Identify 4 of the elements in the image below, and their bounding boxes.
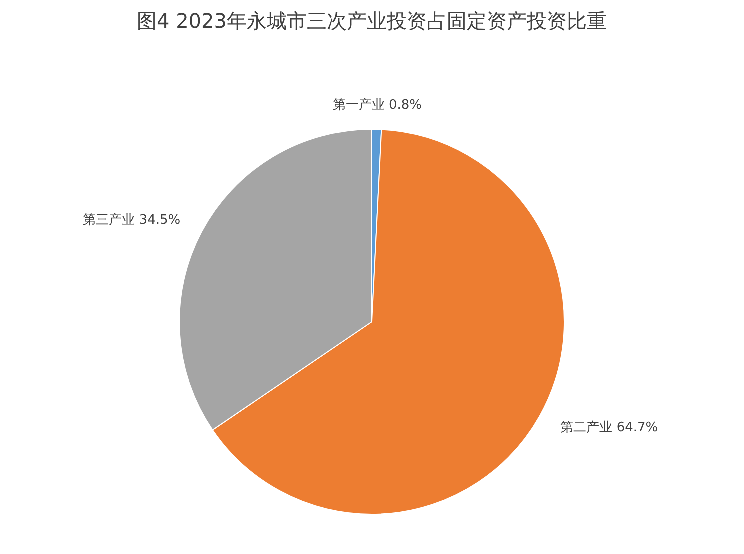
- chart-title: 图4 2023年永城市三次产业投资占固定资产投资比重: [136, 8, 608, 35]
- slice-label: 第一产业 0.8%: [332, 98, 422, 113]
- slice-label: 第三产业 34.5%: [83, 213, 181, 228]
- slice-label: 第二产业 64.7%: [560, 420, 658, 436]
